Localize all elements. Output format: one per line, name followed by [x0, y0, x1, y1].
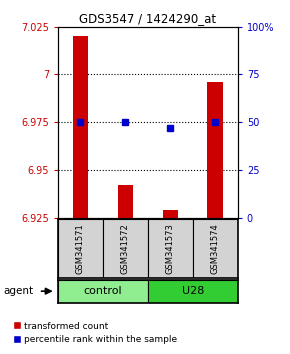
Bar — [72, 36, 88, 218]
Text: control: control — [84, 286, 122, 296]
Title: GDS3547 / 1424290_at: GDS3547 / 1424290_at — [79, 12, 216, 25]
Bar — [58, 280, 148, 303]
Bar — [58, 219, 103, 278]
Text: U28: U28 — [182, 286, 204, 296]
Bar — [148, 219, 193, 278]
Text: agent: agent — [3, 286, 33, 296]
Bar — [148, 280, 238, 303]
Bar — [103, 219, 148, 278]
Text: GSM341571: GSM341571 — [76, 223, 85, 274]
Text: GSM341573: GSM341573 — [166, 223, 175, 274]
Bar — [207, 82, 223, 218]
Bar — [162, 210, 178, 218]
Text: GSM341572: GSM341572 — [121, 223, 130, 274]
Legend: transformed count, percentile rank within the sample: transformed count, percentile rank withi… — [13, 321, 177, 344]
Bar — [117, 185, 133, 218]
Text: GSM341574: GSM341574 — [211, 223, 220, 274]
Bar — [193, 219, 238, 278]
